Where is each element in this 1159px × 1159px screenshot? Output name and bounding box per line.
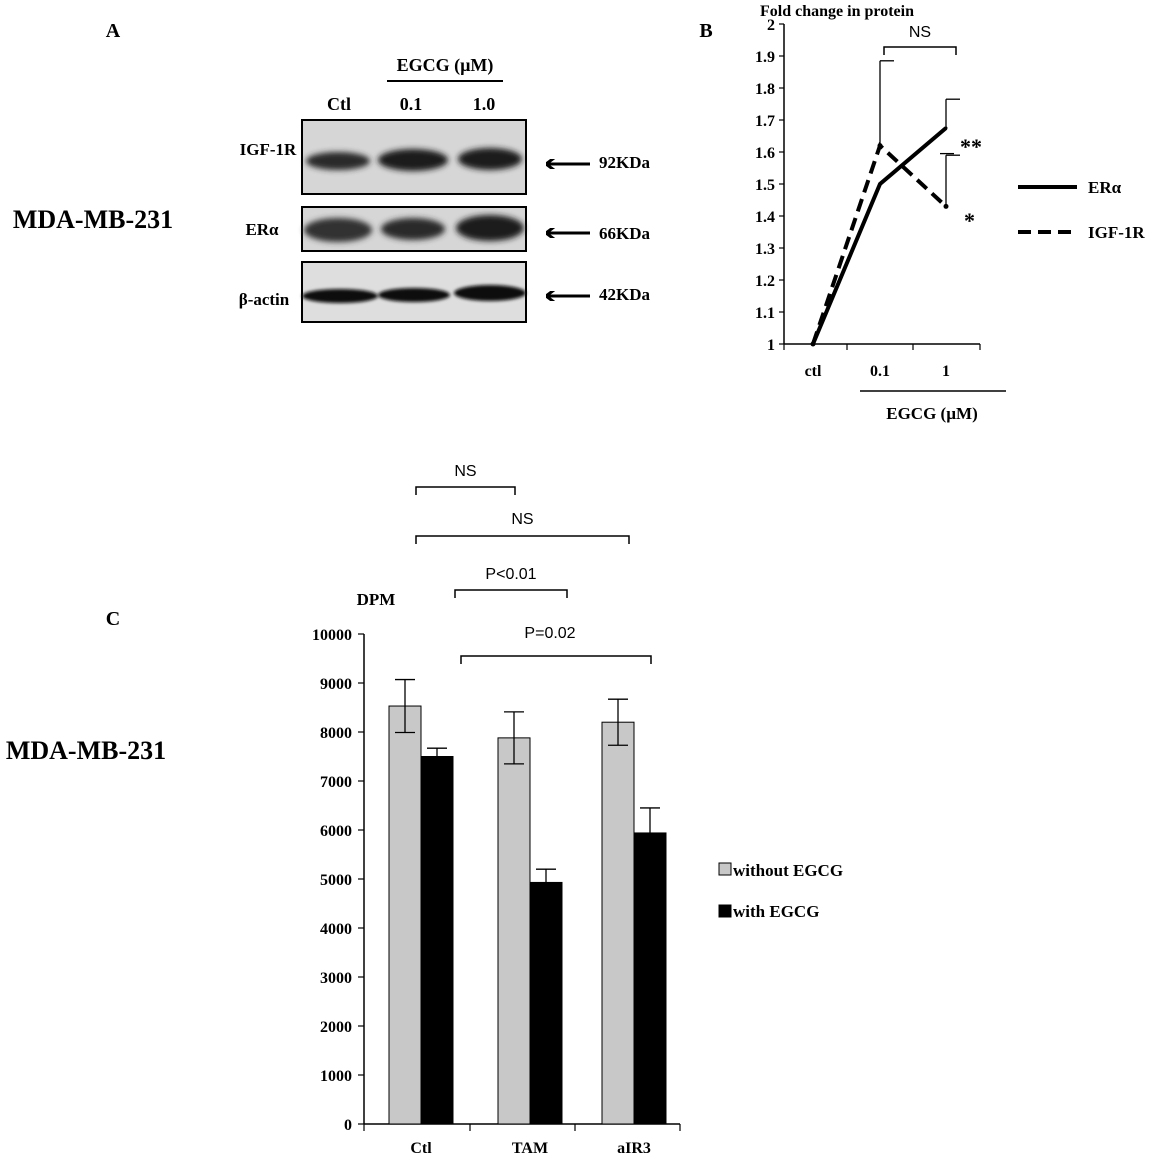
size-label-era: 66KDa xyxy=(599,224,651,243)
chart-b-ytick-label: 1.4 xyxy=(755,209,775,226)
lane-label-0-1: 0.1 xyxy=(400,94,423,114)
chart-c-comparison-bracket xyxy=(460,655,652,664)
size-label-beta-actin: 42KDa xyxy=(599,285,651,304)
chart-b-ytick-label: 1.5 xyxy=(755,177,775,194)
chart-b-point-igf1r xyxy=(877,143,883,149)
chart-c-xtick-label: TAM xyxy=(512,1140,548,1157)
blot-igf1r: IGF-1R 92KDa xyxy=(240,119,651,195)
chart-b-title: Fold change in protein xyxy=(760,3,914,20)
band-actin-1-0 xyxy=(454,285,526,301)
chart-b-ytick-label: 1.2 xyxy=(755,273,775,290)
lane-label-1-0: 1.0 xyxy=(473,94,496,114)
panel-a-letter: A xyxy=(106,20,121,42)
chart-c-comparison-label: P=0.02 xyxy=(524,625,575,642)
chart-b-legend-igf1r-label: IGF-1R xyxy=(1088,223,1145,242)
chart-c-bar-with-egcg xyxy=(420,756,454,1125)
size-label-igf1r: 92KDa xyxy=(599,153,651,172)
chart-c-bar-without-egcg xyxy=(497,737,531,1125)
chart-c-ylabel: DPM xyxy=(357,590,396,609)
band-actin-ctl xyxy=(302,289,378,303)
chart-b-ytick-label: 1 xyxy=(767,337,775,354)
chart-c-legend-with-swatch xyxy=(718,904,732,918)
chart-c-ytick-label: 3000 xyxy=(320,970,352,987)
chart-c-ytick-label: 9000 xyxy=(320,676,352,693)
chart-c-bar-with-egcg xyxy=(529,881,563,1125)
chart-c-bar-with-egcg xyxy=(633,832,667,1125)
chart-c-ytick-label: 4000 xyxy=(320,921,352,938)
chart-c-comparison-bracket xyxy=(454,589,568,598)
panel-c-letter: C xyxy=(106,608,120,630)
treatment-label: EGCG (µM) xyxy=(397,55,494,76)
chart-b-point-era xyxy=(944,126,948,130)
chart-c-legend-without-label: without EGCG xyxy=(733,861,843,880)
blot-beta-actin: β-actin 42KDa xyxy=(239,261,651,323)
chart-b-ytick-label: 2 xyxy=(767,17,775,34)
chart-c-comparison-bracket xyxy=(415,486,516,495)
chart-c-ytick-label: 2000 xyxy=(320,1019,352,1036)
chart-b-xtick-label: 1 xyxy=(942,363,950,380)
panel-b: B Fold change in protein 1 1.1 1.2 1.3 1.4 1.5… xyxy=(699,3,1145,423)
chart-c-xtick-label: aIR3 xyxy=(617,1140,651,1157)
chart-c-ytick-label: 7000 xyxy=(320,774,352,791)
chart-b-point-era xyxy=(878,182,882,186)
band-actin-0-1 xyxy=(378,288,450,302)
panel-a: A MDA-MB-231 EGCG (µM) Ctl 0.1 1.0 IGF-1… xyxy=(13,20,651,323)
band-igf1r-ctl xyxy=(306,152,370,170)
chart-c-comparison-label: P<0.01 xyxy=(485,566,536,583)
band-igf1r-0-1 xyxy=(378,149,448,171)
chart-b-series-igf1r xyxy=(811,142,948,345)
panel-c-cell-line: MDA-MB-231 xyxy=(6,736,166,765)
chart-b-ytick-label: 1.1 xyxy=(755,305,775,322)
chart-c-legend-without-swatch xyxy=(718,862,732,876)
chart-b-ns-bracket xyxy=(883,46,957,55)
chart-b-ytick-label: 1.6 xyxy=(755,145,775,162)
chart-c-comparison-label: NS xyxy=(454,463,476,480)
lane-label-ctl: Ctl xyxy=(327,94,351,114)
chart-c-ytick-label: 8000 xyxy=(320,725,352,742)
chart-b-ytick-label: 1.8 xyxy=(755,81,775,98)
chart-c-comparison-label: NS xyxy=(511,511,533,528)
band-era-ctl xyxy=(304,218,372,242)
chart-c-xtick-label: Ctl xyxy=(410,1140,432,1157)
chart-c-ytick-label: 10000 xyxy=(312,627,352,644)
chart-c-ytick-label: 1000 xyxy=(320,1068,352,1085)
chart-b-point-igf1r xyxy=(943,203,949,209)
chart-c-comparison-bracket xyxy=(415,535,630,544)
chart-b-era-significance: ** xyxy=(960,134,982,159)
chart-c-legend-with-label: with EGCG xyxy=(733,902,819,921)
panel-c: C MDA-MB-231 DPM 0 1000 2000 3000 4000 5000 600… xyxy=(6,463,843,1157)
panel-b-letter: B xyxy=(699,20,712,42)
chart-c-ytick-label: 0 xyxy=(344,1117,352,1134)
chart-b-igf1r-significance: * xyxy=(964,208,975,233)
chart-c-ytick-label: 5000 xyxy=(320,872,352,889)
chart-b-series-era xyxy=(811,126,948,345)
chart-b-xlabel: EGCG (µM) xyxy=(886,404,977,423)
panel-a-cell-line: MDA-MB-231 xyxy=(13,205,173,234)
chart-b-legend-era-label: ERα xyxy=(1088,178,1122,197)
chart-c-ytick-label: 6000 xyxy=(320,823,352,840)
chart-b-ytick-label: 1.9 xyxy=(755,49,775,66)
blot-label-beta-actin: β-actin xyxy=(239,290,290,309)
chart-b-ns-label: NS xyxy=(909,24,931,41)
band-igf1r-1-0 xyxy=(458,148,522,170)
chart-b-xtick-label: 0.1 xyxy=(870,363,890,380)
chart-b-ytick-label: 1.3 xyxy=(755,241,775,258)
chart-b-xtick-label: ctl xyxy=(805,363,822,380)
blot-era: ERα 66KDa xyxy=(245,206,651,252)
blot-label-igf1r: IGF-1R xyxy=(240,140,297,159)
band-era-0-1 xyxy=(381,218,445,240)
chart-c-bar-without-egcg xyxy=(601,721,635,1125)
chart-b-point-igf1r xyxy=(810,341,816,347)
chart-b-ytick-label: 1.7 xyxy=(755,113,775,130)
band-era-1-0 xyxy=(456,215,524,241)
chart-c-bar-without-egcg xyxy=(388,705,422,1125)
blot-label-era: ERα xyxy=(245,220,279,239)
